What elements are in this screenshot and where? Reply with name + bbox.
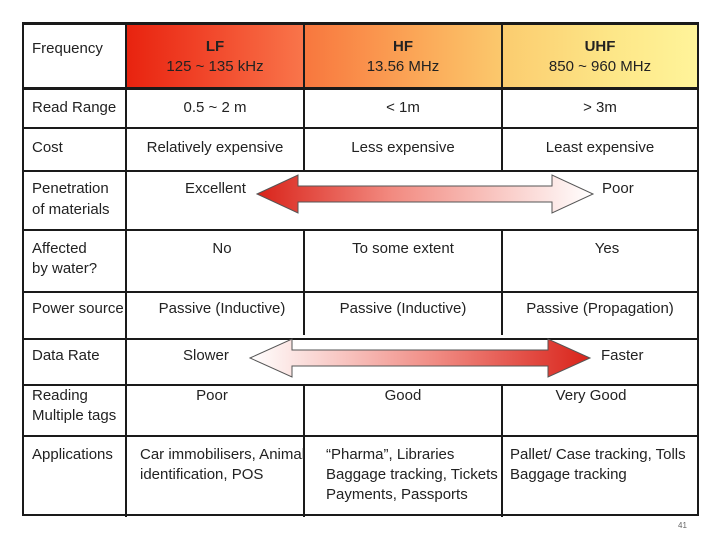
- water-lf: No: [212, 240, 232, 257]
- power-uhf: Passive (Propagation): [526, 300, 674, 317]
- row-label-data-rate: Data Rate: [32, 347, 100, 364]
- header-uhf-background: [503, 25, 697, 87]
- penetration-double-arrow: [255, 174, 595, 214]
- row-divider: [24, 384, 697, 386]
- header-lf-range: 125 ~ 135 kHz: [166, 58, 264, 75]
- row-label-water: Affected: [32, 240, 87, 257]
- applications-hf-line3: Payments, Passports: [326, 486, 468, 503]
- row-label-read-range: Read Range: [32, 99, 117, 116]
- row-label-reading: Reading: [32, 387, 88, 404]
- row-divider: [24, 229, 697, 231]
- header-uhf-title: UHF: [584, 38, 616, 55]
- column-divider: [501, 229, 503, 335]
- column-divider: [303, 25, 305, 170]
- row-divider: [24, 435, 697, 437]
- data-rate-double-arrow: [248, 338, 592, 378]
- cost-lf: Relatively expensive: [146, 139, 284, 156]
- applications-lf-line2: identification, POS: [140, 466, 264, 483]
- row-label-cost: Cost: [32, 139, 63, 156]
- header-hf-background: [305, 25, 501, 87]
- column-divider: [501, 25, 503, 170]
- data-rate-slower: Slower: [183, 347, 229, 364]
- row-divider: [24, 170, 697, 172]
- penetration-poor: Poor: [602, 180, 634, 197]
- applications-uhf-line1: Pallet/ Case tracking, Tolls: [510, 446, 686, 463]
- water-hf: To some extent: [352, 240, 454, 257]
- cost-hf: Less expensive: [351, 139, 455, 156]
- power-lf: Passive (Inductive): [158, 300, 286, 317]
- rfid-comparison-table: Frequency Read Range Cost Penetration of…: [22, 22, 699, 517]
- applications-lf-line1: Car immobilisers, Animal: [140, 446, 306, 463]
- penetration-excellent: Excellent: [185, 180, 246, 197]
- applications-hf-line2: Baggage tracking, Tickets: [326, 466, 498, 483]
- page-number: 41: [678, 521, 687, 530]
- power-hf: Passive (Inductive): [339, 300, 467, 317]
- multi-tags-uhf: Very Good: [555, 387, 627, 404]
- row-label-penetration: Penetration: [32, 180, 109, 197]
- applications-uhf-line2: Baggage tracking: [510, 466, 627, 483]
- row-label-frequency: Frequency: [32, 40, 103, 57]
- header-lf-background: [127, 25, 303, 87]
- water-uhf: Yes: [594, 240, 620, 257]
- read-range-uhf: > 3m: [583, 99, 617, 116]
- header-hf-range: 13.56 MHz: [366, 58, 440, 75]
- header-uhf-range: 850 ~ 960 MHz: [548, 58, 652, 75]
- row-label-penetration-line2: of materials: [32, 201, 110, 218]
- row-divider: [24, 338, 697, 340]
- read-range-hf: < 1m: [386, 99, 420, 116]
- column-divider: [303, 229, 305, 335]
- read-range-lf: 0.5 ~ 2 m: [183, 99, 247, 116]
- row-label-power-source: Power source: [32, 300, 124, 317]
- data-rate-faster: Faster: [601, 347, 644, 364]
- row-divider: [24, 127, 697, 129]
- row-label-applications: Applications: [32, 446, 113, 463]
- row-divider: [24, 291, 697, 293]
- multi-tags-lf: Poor: [196, 387, 228, 404]
- row-divider: [24, 87, 697, 90]
- row-label-water-line2: by water?: [32, 260, 98, 277]
- cost-uhf: Least expensive: [545, 139, 655, 156]
- header-lf-title: LF: [205, 38, 225, 55]
- multi-tags-hf: Good: [384, 387, 422, 404]
- column-divider: [125, 25, 127, 517]
- header-hf-title: HF: [393, 38, 413, 55]
- column-divider: [303, 384, 305, 517]
- column-divider: [501, 384, 503, 517]
- row-label-reading-line2: Multiple tags: [32, 407, 117, 424]
- applications-hf-line1: “Pharma”, Libraries: [326, 446, 455, 463]
